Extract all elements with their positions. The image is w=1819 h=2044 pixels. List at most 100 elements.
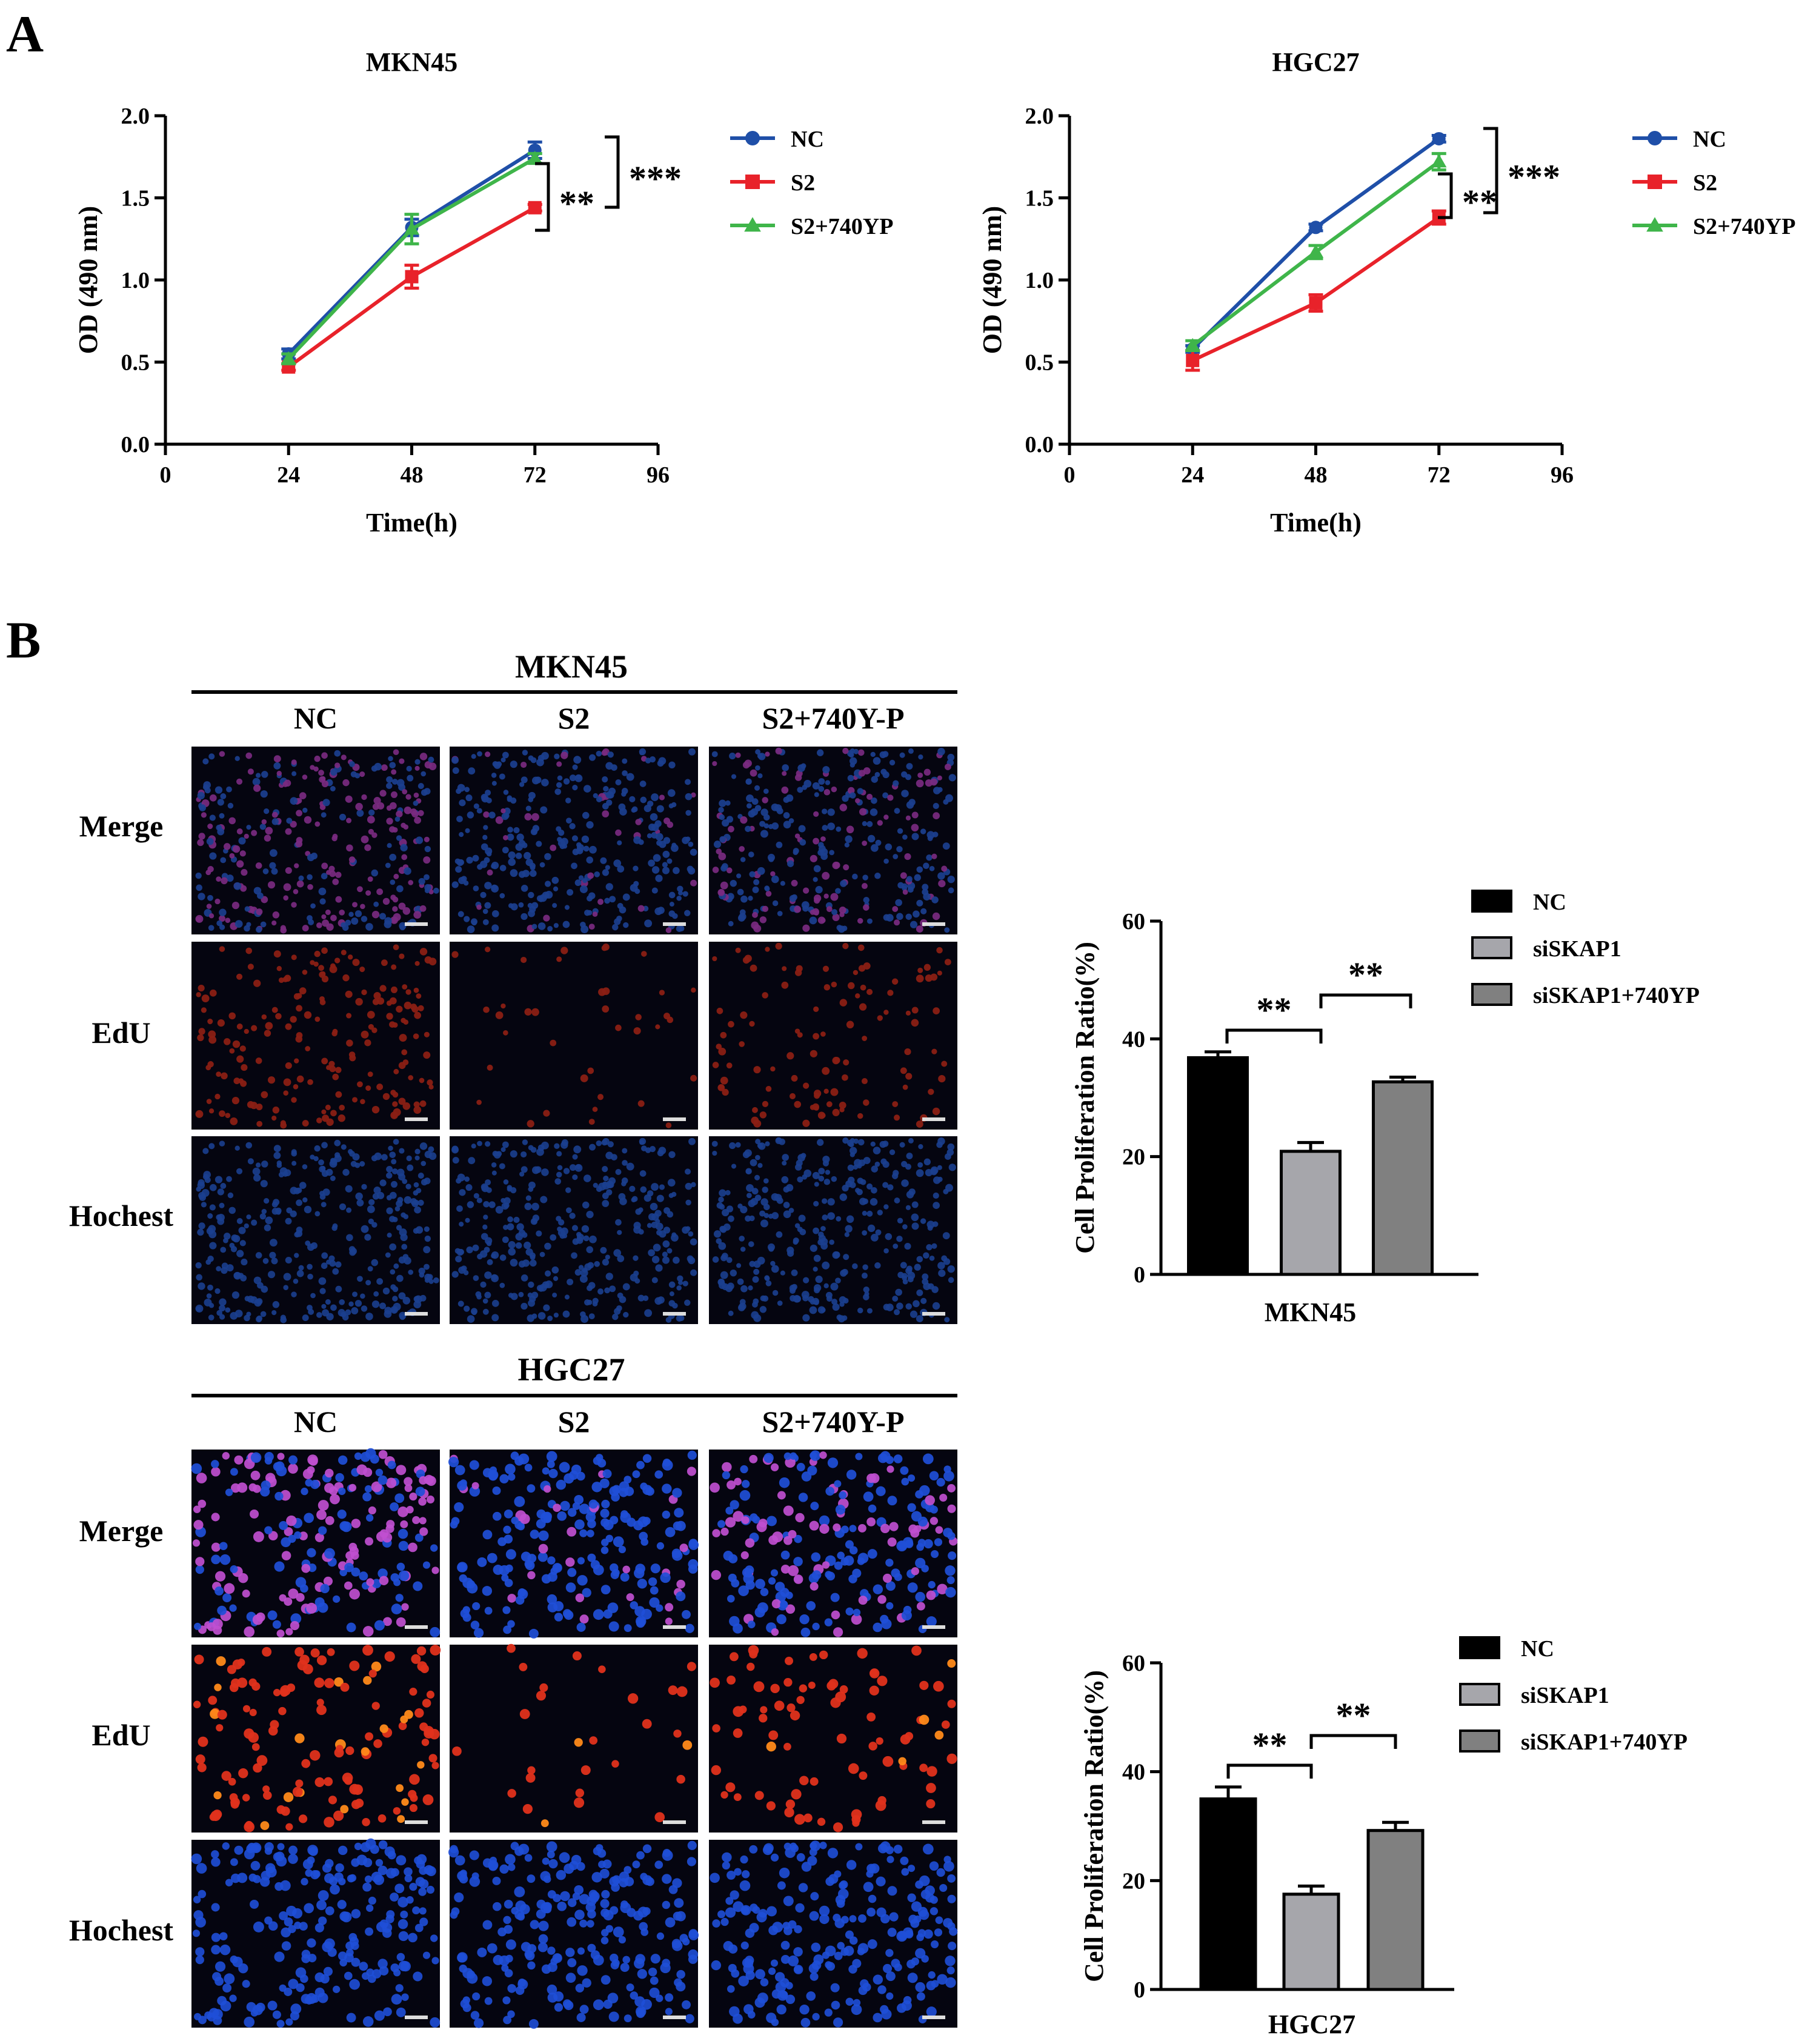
nucleus: [780, 1978, 790, 1988]
edu-nucleus: [283, 1090, 289, 1096]
nucleus: [740, 1285, 748, 1293]
merged-nucleus: [483, 825, 488, 830]
merged-nucleus: [858, 1524, 866, 1533]
merged-nucleus: [802, 924, 810, 932]
edu-nucleus: [817, 1111, 825, 1119]
nucleus: [502, 1141, 509, 1148]
nucleus: [211, 1932, 221, 1942]
merged-nucleus: [431, 1566, 439, 1574]
merged-nucleus: [857, 917, 863, 924]
nucleus: [316, 1312, 322, 1318]
merged-nucleus: [877, 820, 883, 826]
nucleus: [390, 1893, 399, 1902]
nucleus: [676, 1911, 686, 1922]
merged-nucleus: [852, 1568, 862, 1578]
merged-nucleus: [246, 825, 251, 830]
merged-nucleus: [422, 1561, 431, 1569]
edu-nucleus: [520, 956, 527, 964]
edu-nucleus: [762, 992, 768, 999]
nucleus: [321, 1142, 328, 1149]
merged-nucleus: [377, 1475, 388, 1485]
merged-nucleus: [503, 1625, 512, 1634]
nucleus: [639, 1140, 645, 1145]
merged-nucleus: [757, 867, 765, 875]
merged-nucleus: [518, 902, 524, 908]
nucleus: [456, 1205, 463, 1212]
merged-nucleus: [537, 1552, 548, 1562]
merged-nucleus: [911, 833, 919, 841]
edu-nucleus: [334, 1677, 344, 1687]
merged-nucleus: [787, 860, 794, 867]
edu-nucleus: [933, 1680, 944, 1692]
nucleus: [225, 1879, 233, 1886]
edu-nucleus: [232, 1040, 241, 1048]
edu-nucleus: [396, 1005, 403, 1013]
edu-nucleus: [201, 1007, 207, 1013]
merged-nucleus: [665, 1617, 673, 1625]
edu-nucleus: [280, 1122, 287, 1129]
nucleus: [937, 1262, 945, 1270]
nucleus: [905, 1303, 912, 1310]
merged-nucleus: [538, 896, 544, 902]
merged-nucleus: [719, 836, 727, 843]
nucleus: [562, 1233, 568, 1239]
merged-nucleus: [220, 857, 227, 864]
nucleus: [589, 1144, 596, 1151]
merged-nucleus: [771, 875, 779, 884]
merged-nucleus: [365, 1537, 374, 1546]
merged-nucleus: [538, 1530, 549, 1541]
nucleus: [601, 1889, 610, 1899]
edu-nucleus: [224, 1038, 231, 1045]
merged-nucleus: [881, 1619, 892, 1630]
merged-nucleus: [321, 873, 328, 880]
edu-nucleus: [760, 1706, 768, 1714]
merged-nucleus: [911, 1567, 919, 1576]
edu-nucleus: [667, 1016, 674, 1024]
merged-nucleus: [365, 923, 373, 931]
merged-nucleus: [528, 1628, 539, 1639]
merged-nucleus: [524, 851, 531, 860]
merged-nucleus: [639, 750, 645, 756]
merged-nucleus: [354, 1452, 362, 1460]
nucleus: [386, 1172, 393, 1179]
merged-nucleus: [244, 925, 250, 932]
nucleus: [261, 1208, 267, 1214]
merged-nucleus: [547, 1460, 555, 1468]
merged-nucleus: [505, 1463, 516, 1475]
merged-nucleus: [236, 860, 244, 868]
nucleus: [799, 1228, 806, 1236]
nucleus: [893, 1845, 903, 1854]
merged-nucleus: [880, 768, 887, 775]
scale-bar: [663, 922, 686, 926]
significance-label: **: [1336, 1696, 1371, 1735]
merged-nucleus: [477, 1557, 487, 1567]
merged-nucleus: [283, 895, 289, 900]
merged-nucleus: [577, 1557, 585, 1565]
merged-nucleus: [574, 774, 583, 782]
merged-nucleus: [722, 1471, 731, 1480]
nucleus: [281, 1941, 291, 1951]
merged-nucleus: [510, 903, 518, 911]
nucleus: [617, 1255, 625, 1262]
merged-nucleus: [351, 1567, 361, 1577]
merged-nucleus: [391, 917, 397, 924]
edu-nucleus: [216, 1656, 226, 1666]
nucleus: [839, 1302, 845, 1307]
merged-nucleus: [291, 771, 297, 776]
edu-nucleus: [362, 1818, 370, 1826]
merged-nucleus: [424, 888, 430, 893]
nucleus: [348, 1246, 356, 1253]
merged-nucleus: [782, 771, 787, 776]
nucleus: [271, 1208, 279, 1215]
nucleus: [855, 1188, 860, 1193]
merged-nucleus: [242, 1590, 250, 1598]
nucleus: [330, 1304, 337, 1311]
merged-nucleus: [780, 1564, 790, 1574]
edu-nucleus: [833, 1822, 843, 1833]
nucleus: [602, 1166, 608, 1173]
merged-nucleus: [428, 756, 434, 763]
merged-nucleus: [883, 814, 889, 820]
nucleus: [752, 1276, 759, 1283]
micrograph-merge-0: [191, 747, 440, 934]
